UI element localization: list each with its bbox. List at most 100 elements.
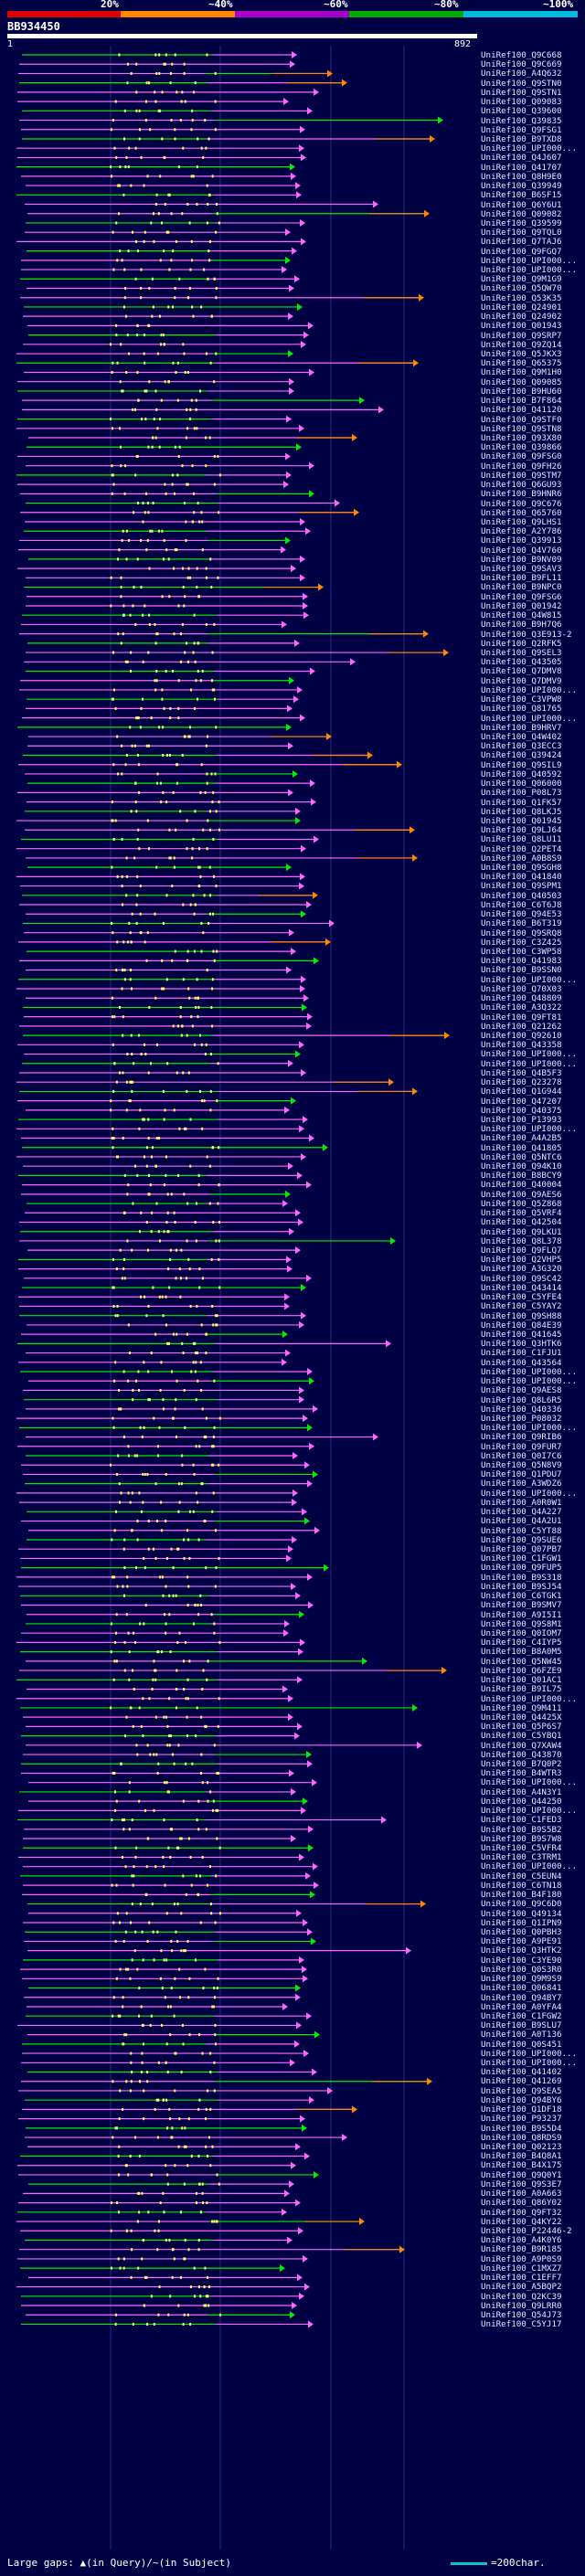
hit-label[interactable]: UniRef100_Q2KC39 — [481, 2292, 562, 2302]
hit-label[interactable]: UniRef100_Q9STF0 — [481, 415, 562, 425]
hit-label[interactable]: UniRef100_B9TXD8 — [481, 134, 562, 144]
hit-label[interactable]: UniRef100_B9SLU7 — [481, 2021, 562, 2031]
hit-label[interactable]: UniRef100_C3WP58 — [481, 948, 562, 957]
hit-label[interactable]: UniRef100_Q9FLQ7 — [481, 1246, 562, 1256]
hit-label[interactable]: UniRef100_A9P0S9 — [481, 2254, 562, 2264]
hit-label[interactable]: UniRef100_Q9SGH8 — [481, 864, 562, 874]
hit-label[interactable]: UniRef100_Q48809 — [481, 994, 562, 1004]
hit-label[interactable]: UniRef100_A0A663 — [481, 2189, 562, 2200]
hit-label[interactable]: UniRef100_Q39866 — [481, 443, 562, 453]
hit-label[interactable]: UniRef100_Q7XAW4 — [481, 1741, 562, 1751]
hit-label[interactable]: UniRef100_Q01942 — [481, 601, 562, 611]
hit-label[interactable]: UniRef100_Q4W402 — [481, 732, 562, 742]
hit-label[interactable]: UniRef100_Q1DF18 — [481, 2105, 562, 2115]
hit-label[interactable]: UniRef100_B4Q8A1 — [481, 2152, 562, 2162]
hit-label[interactable]: UniRef100_Q5NW45 — [481, 1657, 562, 1667]
hit-label[interactable]: UniRef100_Q9LRR0 — [481, 2301, 562, 2311]
hit-label[interactable]: UniRef100_Q93X80 — [481, 433, 562, 443]
hit-label[interactable]: UniRef100_B9S5D4 — [481, 2124, 562, 2134]
hit-label[interactable]: UniRef100_Q8H9E0 — [481, 172, 562, 182]
hit-label[interactable]: UniRef100_B9SJ54 — [481, 1582, 562, 1592]
hit-label[interactable]: UniRef100_A0B8S9 — [481, 853, 562, 864]
hit-label[interactable]: UniRef100_Q43564 — [481, 1358, 562, 1368]
hit-label[interactable]: UniRef100_B9S5B2 — [481, 1825, 562, 1835]
hit-label[interactable]: UniRef100_B6T319 — [481, 919, 562, 929]
hit-label[interactable]: UniRef100_B9HRV7 — [481, 723, 562, 733]
hit-label[interactable]: UniRef100_Q39949 — [481, 182, 562, 192]
hit-label[interactable]: UniRef100_Q0PBH3 — [481, 1927, 562, 1937]
hit-label[interactable]: UniRef100_Q5NTC6 — [481, 1152, 562, 1162]
hit-label[interactable]: UniRef100_Q0I7C6 — [481, 1451, 562, 1461]
hit-label[interactable]: UniRef100_A4N3Y1 — [481, 1787, 562, 1797]
hit-label[interactable]: UniRef100_Q9SPM1 — [481, 882, 562, 892]
hit-label[interactable]: UniRef100_Q65760 — [481, 508, 562, 518]
hit-label[interactable]: UniRef100_Q9M9S9 — [481, 1975, 562, 1985]
hit-label[interactable]: UniRef100_Q09083 — [481, 98, 562, 108]
hit-label[interactable]: UniRef100_A4A2B5 — [481, 1134, 562, 1144]
hit-label[interactable]: UniRef100_Q8L378 — [481, 1236, 562, 1246]
hit-label[interactable]: UniRef100_Q01945 — [481, 816, 562, 826]
hit-label[interactable]: UniRef100_Q24902 — [481, 313, 562, 323]
hit-label[interactable]: UniRef100_C5YFE4 — [481, 1293, 562, 1303]
hit-label[interactable]: UniRef100_Q2RFK5 — [481, 639, 562, 649]
hit-label[interactable]: UniRef100_B9SSN0 — [481, 966, 562, 976]
hit-label[interactable]: UniRef100_A0T136 — [481, 2030, 562, 2041]
hit-label[interactable]: UniRef100_C5YAY2 — [481, 1302, 562, 1312]
hit-label[interactable]: UniRef100_B9IL75 — [481, 1685, 562, 1695]
hit-label[interactable]: UniRef100_A2Y786 — [481, 527, 562, 537]
hit-label[interactable]: UniRef100_Q9STN0 — [481, 79, 562, 89]
hit-label[interactable]: UniRef100_B9HU60 — [481, 387, 562, 397]
hit-label[interactable]: UniRef100_Q47207 — [481, 1097, 562, 1107]
hit-label[interactable]: UniRef100_Q9M411 — [481, 1703, 562, 1713]
hit-label[interactable]: UniRef100_UPI000... — [481, 1377, 578, 1387]
hit-label[interactable]: UniRef100_UPI000... — [481, 2059, 578, 2069]
hit-label[interactable]: UniRef100_B7F864 — [481, 397, 562, 407]
hit-label[interactable]: UniRef100_Q9FH26 — [481, 461, 562, 472]
hit-label[interactable]: UniRef100_UPI000... — [481, 1125, 578, 1135]
hit-label[interactable]: UniRef100_Q9FSG6 — [481, 592, 562, 602]
hit-label[interactable]: UniRef100_P08032 — [481, 1414, 562, 1424]
hit-label[interactable]: UniRef100_A5BQP2 — [481, 2283, 562, 2293]
hit-label[interactable]: UniRef100_B6SF15 — [481, 191, 562, 201]
hit-label[interactable]: UniRef100_Q2VHP5 — [481, 1256, 562, 1266]
hit-label[interactable]: UniRef100_Q9M1H0 — [481, 368, 562, 378]
hit-label[interactable]: UniRef100_Q41645 — [481, 1330, 562, 1340]
hit-label[interactable]: UniRef100_Q4V760 — [481, 546, 562, 556]
hit-label[interactable]: UniRef100_Q3ECC3 — [481, 742, 562, 752]
hit-label[interactable]: UniRef100_Q65375 — [481, 359, 562, 369]
hit-label[interactable]: UniRef100_Q4W815 — [481, 611, 562, 621]
hit-label[interactable]: UniRef100_Q9FT32 — [481, 2208, 562, 2218]
hit-label[interactable]: UniRef100_C1FGW1 — [481, 1554, 562, 1564]
hit-label[interactable]: UniRef100_Q0IOM7 — [481, 1628, 562, 1638]
hit-label[interactable]: UniRef100_Q94BY6 — [481, 2095, 562, 2105]
hit-label[interactable]: UniRef100_Q01943 — [481, 322, 562, 332]
hit-label[interactable]: UniRef100_Q9AES6 — [481, 1190, 562, 1200]
hit-label[interactable]: UniRef100_Q9SRP7 — [481, 331, 562, 341]
hit-label[interactable]: UniRef100_Q9SEA5 — [481, 2086, 562, 2096]
hit-label[interactable]: UniRef100_Q6Y6U1 — [481, 200, 562, 210]
hit-label[interactable]: UniRef100_A3G320 — [481, 1265, 562, 1275]
hit-label[interactable]: UniRef100_Q43358 — [481, 1041, 562, 1051]
hit-label[interactable]: UniRef100_UPI000... — [481, 975, 578, 985]
hit-label[interactable]: UniRef100_C5YBQ1 — [481, 1732, 562, 1742]
hit-label[interactable]: UniRef100_C5EUN4 — [481, 1871, 562, 1882]
hit-label[interactable]: UniRef100_C6TN18 — [481, 1881, 562, 1891]
hit-label[interactable]: UniRef100_Q9M1G9 — [481, 275, 562, 285]
hit-label[interactable]: UniRef100_Q9LHS1 — [481, 517, 562, 527]
hit-label[interactable]: UniRef100_Q9FGQ7 — [481, 247, 562, 257]
hit-label[interactable]: UniRef100_B9HNR6 — [481, 490, 562, 500]
hit-label[interactable]: UniRef100_C4IYP5 — [481, 1638, 562, 1648]
hit-label[interactable]: UniRef100_Q8RDS9 — [481, 2133, 562, 2143]
hit-label[interactable]: UniRef100_Q9SIL9 — [481, 760, 562, 770]
hit-label[interactable]: UniRef100_Q9S3E7 — [481, 2179, 562, 2189]
hit-label[interactable]: UniRef100_Q41983 — [481, 957, 562, 967]
hit-label[interactable]: UniRef100_B9SMV7 — [481, 1601, 562, 1611]
hit-label[interactable]: UniRef100_Q9C668 — [481, 51, 562, 60]
hit-label[interactable]: UniRef100_Q9S8M1 — [481, 1619, 562, 1629]
hit-label[interactable]: UniRef100_C6TGK1 — [481, 1592, 562, 1602]
hit-label[interactable]: UniRef100_UPI000... — [481, 1489, 578, 1499]
hit-label[interactable]: UniRef100_UPI000... — [481, 685, 578, 695]
hit-label[interactable]: UniRef100_Q4J607 — [481, 154, 562, 164]
hit-label[interactable]: UniRef100_Q40375 — [481, 1106, 562, 1116]
hit-label[interactable]: UniRef100_Q9SC42 — [481, 1274, 562, 1284]
